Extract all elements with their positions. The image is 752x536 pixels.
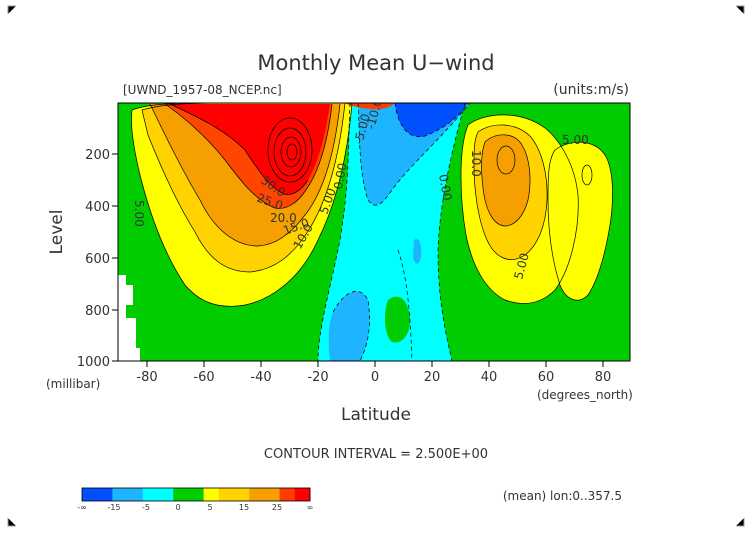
filled-contours	[131, 103, 613, 361]
x-axis-label: Latitude	[341, 405, 411, 425]
colorbar-label: -∞	[77, 503, 87, 512]
y-tick-labels: 200 400 600 800 1000	[77, 148, 110, 370]
colorbar-labels: -∞ -15 -5 0 5 15 25 ∞	[77, 503, 313, 512]
x-tick-label: 80	[595, 370, 612, 385]
colorbar-cell	[203, 488, 220, 501]
chart-title: Monthly Mean U−wind	[257, 51, 494, 75]
contour-fill-15-20-north	[481, 134, 530, 226]
x-tick-labels: -80 -60 -40 -20 0 20 40 60 80	[136, 370, 611, 385]
colorbar-cell	[82, 488, 98, 501]
colorbar-cell	[142, 488, 159, 501]
y-tick-label: 400	[85, 200, 110, 215]
contour-label: 5.00	[562, 133, 589, 147]
x-tick-label: -20	[307, 370, 328, 385]
footer-label: (mean) lon:0..357.5	[503, 489, 622, 503]
x-tick-label: 0	[371, 370, 379, 385]
contour-fill-equatorial-green	[384, 296, 411, 343]
colorbar-cell	[97, 488, 113, 501]
contour-fill-neg10-neg5-b	[328, 291, 370, 361]
contour-label: 10.0	[469, 150, 483, 177]
colorbar-label: -5	[142, 503, 150, 512]
colorbar-frame	[81, 487, 311, 502]
y-axis-units: (millibar)	[46, 377, 100, 391]
x-axis-units: (degrees_north)	[537, 388, 633, 402]
colorbar-cell	[294, 488, 311, 501]
contour-fill-small-blue	[413, 238, 422, 264]
colorbar: -∞ -15 -5 0 5 15 25 ∞	[77, 487, 313, 512]
contour-lines	[131, 103, 613, 307]
contour-fill-neg10-neg5-a	[358, 103, 470, 206]
y-tick-label: 1000	[77, 355, 110, 370]
y-ticks	[112, 153, 118, 362]
dataset-label: [UWND_1957-08_NCEP.nc]	[123, 83, 282, 97]
x-tick-label: 40	[481, 370, 498, 385]
contour-label: 20.0	[270, 211, 297, 225]
colorbar-cell	[234, 488, 250, 501]
colorbar-cell	[249, 488, 265, 501]
y-tick-label: 600	[85, 252, 110, 267]
colorbar-cell	[264, 488, 280, 501]
colorbar-cell	[279, 488, 296, 501]
colorbar-cell	[188, 488, 204, 501]
dashed-contour-lines	[317, 103, 471, 361]
contour-fill-top-red	[345, 103, 395, 110]
units-label: (units:m/s)	[553, 82, 629, 98]
contour-fill-ge25-south	[170, 104, 330, 195]
y-tick-label: 800	[85, 304, 110, 319]
x-tick-label: -60	[193, 370, 214, 385]
contour-fill-le-neg10	[395, 103, 468, 137]
x-tick-label: 20	[424, 370, 441, 385]
corner-marks	[7, 5, 745, 527]
contour-fill-5-10-subpolar	[548, 142, 613, 301]
colorbar-label: ∞	[307, 503, 314, 512]
colorbar-label: 5	[207, 503, 212, 512]
x-tick-label: -40	[250, 370, 271, 385]
contour-label-group: 5.00 10.0 15.0 20.0 25.0 30.0 5.00 0.00 …	[132, 103, 589, 281]
colorbar-cell	[173, 488, 189, 501]
x-tick-label: -80	[136, 370, 157, 385]
colorbar-label: 15	[239, 503, 249, 512]
x-tick-label: 60	[538, 370, 555, 385]
colorbar-cell	[218, 488, 235, 501]
colorbar-cells	[82, 488, 311, 501]
x-ticks	[146, 361, 604, 367]
colorbar-cell	[127, 488, 144, 501]
colorbar-label: -15	[107, 503, 120, 512]
contour-label: 0.00	[436, 173, 454, 202]
y-tick-label: 200	[85, 148, 110, 163]
colorbar-cell	[158, 488, 174, 501]
plot-frame	[117, 102, 631, 362]
contour-label: 5.00	[132, 200, 146, 227]
colorbar-label: 25	[272, 503, 282, 512]
plot-area: 5.00 10.0 15.0 20.0 25.0 30.0 5.00 0.00 …	[118, 103, 630, 361]
contour-label: 5.00	[511, 251, 531, 280]
missing-data	[118, 275, 140, 361]
contour-label: 0.00	[331, 162, 349, 191]
y-axis-label: Level	[47, 210, 67, 255]
contour-interval: CONTOUR INTERVAL = 2.500E+00	[264, 447, 488, 462]
colorbar-label: 0	[175, 503, 180, 512]
colorbar-cell	[112, 488, 128, 501]
